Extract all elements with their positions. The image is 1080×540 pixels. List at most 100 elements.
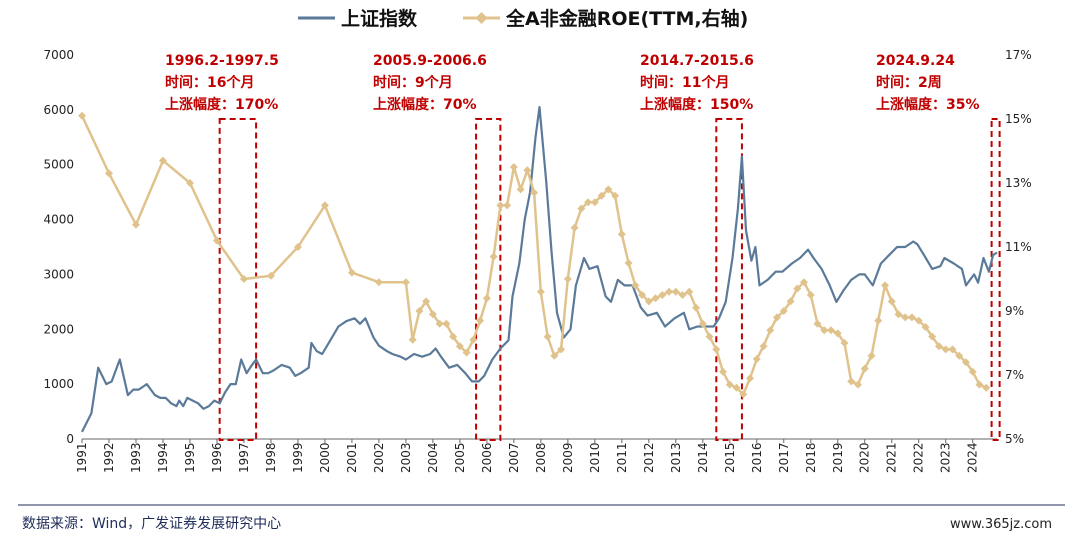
x-tick-label: 1991 xyxy=(75,442,89,473)
roe-point xyxy=(901,313,910,322)
roe-point xyxy=(867,351,876,360)
x-tick-label: 2008 xyxy=(534,442,548,473)
roe-point xyxy=(584,198,593,207)
roe-point xyxy=(968,367,977,376)
roe-point xyxy=(847,377,856,386)
roe-point xyxy=(415,307,424,315)
legend: 上证指数 全A非金融ROE(TTM,右轴) xyxy=(298,7,748,30)
roe-point xyxy=(158,156,167,165)
roe-point xyxy=(469,335,478,344)
roe-point xyxy=(597,191,606,200)
roe-point xyxy=(624,259,633,267)
y-right-tick-label: 7% xyxy=(1005,368,1024,382)
x-tick-label: 2004 xyxy=(426,442,440,473)
roe-point xyxy=(800,278,809,287)
x-tick-label: 2019 xyxy=(831,442,845,473)
x-tick-label: 1994 xyxy=(156,442,170,473)
roe-point xyxy=(212,236,221,245)
highlight-box xyxy=(715,118,743,441)
roe-point xyxy=(678,291,687,299)
roe-point xyxy=(104,169,113,178)
annotation-line: 上涨幅度：170% xyxy=(165,96,278,113)
annotation-line: 2005.9-2006.6 xyxy=(373,53,487,69)
y-left-tick-label: 1000 xyxy=(43,377,74,391)
y-right-tick-label: 11% xyxy=(1005,240,1032,254)
annotation-line: 2014.7-2015.6 xyxy=(640,53,754,69)
x-tick-label: 2020 xyxy=(858,442,872,473)
roe-point xyxy=(955,351,964,360)
x-tick-label: 2007 xyxy=(507,442,521,473)
roe-point xyxy=(779,307,788,315)
roe-point xyxy=(590,198,599,207)
roe-point xyxy=(503,201,512,210)
annotation-line: 上涨幅度：150% xyxy=(640,96,753,113)
roe-point xyxy=(975,380,984,389)
roe-point xyxy=(131,220,140,229)
roe-point xyxy=(793,284,802,293)
highlight-boxes xyxy=(218,118,1001,441)
roe-point xyxy=(820,326,829,335)
annotation-line: 时间：11个月 xyxy=(640,74,729,91)
roe-point xyxy=(476,316,485,325)
roe-point xyxy=(617,230,626,239)
y-left-tick-label: 0 xyxy=(66,432,74,446)
roe-point xyxy=(827,326,836,335)
roe-point xyxy=(874,316,883,325)
x-tick-label: 1996 xyxy=(210,442,224,473)
roe-point xyxy=(442,319,451,328)
roe-point xyxy=(482,294,491,303)
roe-point xyxy=(813,319,822,328)
roe-point xyxy=(462,348,471,357)
roe-point xyxy=(570,223,579,232)
roe-point xyxy=(266,271,275,280)
roe-point xyxy=(489,252,498,261)
roe-point xyxy=(516,185,525,194)
roe-point xyxy=(671,287,680,296)
roe-point xyxy=(928,332,937,341)
roe-point xyxy=(293,243,302,251)
roe-point xyxy=(685,287,694,296)
annotation-line: 时间：9个月 xyxy=(373,74,453,91)
legend-swatch-marker xyxy=(475,12,488,24)
roe-point xyxy=(604,185,613,194)
roe-point xyxy=(732,383,741,392)
roe-point xyxy=(773,313,782,322)
x-tick-label: 2023 xyxy=(939,442,953,473)
highlight-box xyxy=(990,118,1001,441)
roe-point xyxy=(894,310,903,319)
y-left-tick-label: 4000 xyxy=(43,213,74,227)
x-tick-label: 2011 xyxy=(615,442,629,473)
x-tick-label: 1993 xyxy=(129,442,143,473)
x-tick-label: 2012 xyxy=(642,442,656,473)
roe-point xyxy=(408,335,417,344)
x-tick-label: 1997 xyxy=(237,442,251,473)
roe-point xyxy=(921,323,930,331)
y-right-tick-label: 13% xyxy=(1005,176,1032,190)
x-tick-label: 2014 xyxy=(696,442,710,473)
roe-point xyxy=(887,297,896,306)
x-tick-label: 2018 xyxy=(804,442,818,473)
roe-point xyxy=(880,281,889,290)
y-left-tick-label: 2000 xyxy=(43,322,74,336)
x-tick-label: 2001 xyxy=(345,442,359,473)
roe-point xyxy=(78,111,86,120)
y-right-tick-label: 5% xyxy=(1005,432,1024,446)
roe-point xyxy=(557,345,566,354)
roe-point xyxy=(577,204,586,213)
roe-point xyxy=(530,188,539,197)
annotation-line: 1996.2-1997.5 xyxy=(165,53,279,69)
legend-label: 全A非金融ROE(TTM,右轴) xyxy=(505,7,748,30)
roe-point xyxy=(786,297,795,306)
x-tick-label: 2000 xyxy=(318,442,332,473)
roe-point xyxy=(719,367,728,376)
highlight-box xyxy=(218,118,258,441)
roe-point xyxy=(860,364,869,373)
axes: 1991 1992 1993 1994 1995 1996 1997 1998 1999 2000… xyxy=(43,48,1031,473)
roe-point xyxy=(496,201,505,210)
roe-point xyxy=(982,383,991,392)
y-left-tick-label: 3000 xyxy=(43,267,74,281)
x-tick-label: 1992 xyxy=(102,442,116,473)
roe-point xyxy=(374,278,383,287)
